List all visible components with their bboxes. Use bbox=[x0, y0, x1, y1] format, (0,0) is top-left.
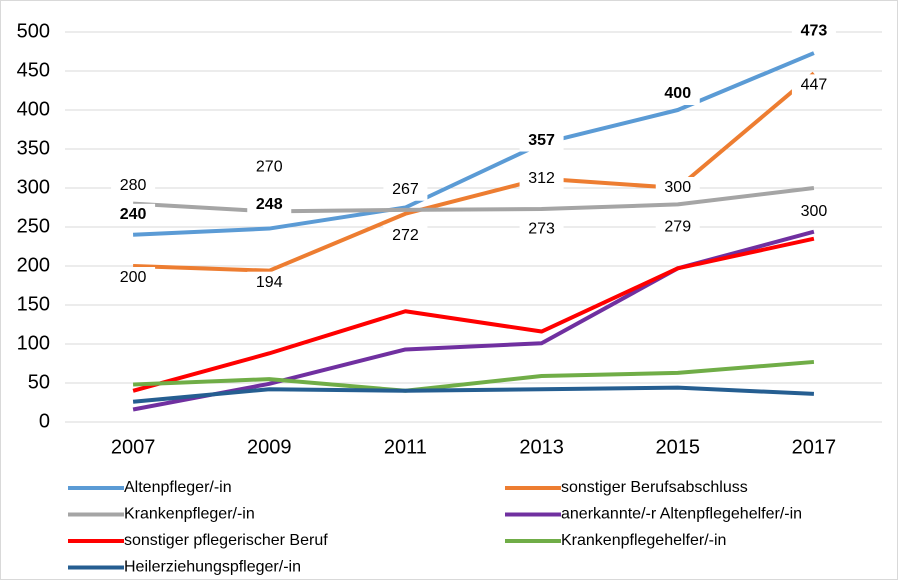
x-tick-label: 2007 bbox=[111, 436, 156, 458]
series-line bbox=[132, 385, 815, 404]
y-tick-label: 100 bbox=[17, 332, 50, 354]
x-tick-label: 2013 bbox=[519, 436, 564, 458]
series-line bbox=[132, 186, 815, 214]
y-tick-label: 0 bbox=[39, 410, 50, 432]
data-label: 312 bbox=[528, 170, 555, 187]
data-label-bg bbox=[791, 201, 836, 223]
data-label: 279 bbox=[664, 219, 691, 236]
data-label-bg bbox=[655, 177, 700, 199]
data-label: 267 bbox=[392, 181, 419, 198]
data-label-bg bbox=[247, 193, 292, 216]
data-label: 240 bbox=[120, 206, 147, 223]
x-tick-label: 2011 bbox=[384, 436, 427, 458]
data-label-bg bbox=[247, 271, 292, 294]
y-tick-label: 50 bbox=[28, 371, 50, 393]
data-label: 300 bbox=[664, 179, 691, 196]
data-label: 280 bbox=[120, 177, 147, 194]
data-label-bg bbox=[519, 167, 564, 190]
data-label-bg bbox=[247, 156, 292, 179]
x-tick-label: 2017 bbox=[792, 436, 837, 458]
data-label-bg bbox=[111, 267, 156, 289]
series-line bbox=[133, 71, 816, 273]
data-label: 248 bbox=[256, 196, 283, 213]
y-tick-label: 300 bbox=[17, 176, 50, 198]
legend-label: Altenpfleger/-in bbox=[124, 479, 232, 496]
data-label: 194 bbox=[256, 274, 283, 291]
data-label-bg bbox=[383, 178, 428, 201]
legend-label: Krankenpfleger/-in bbox=[124, 506, 255, 523]
data-label-bg bbox=[111, 174, 156, 197]
data-label: 447 bbox=[801, 77, 828, 94]
data-label: 400 bbox=[664, 85, 691, 102]
legend-label: anerkannte/-r Altenpflegehelfer/-in bbox=[561, 506, 802, 523]
data-label-bg bbox=[655, 216, 700, 239]
data-label-bg bbox=[111, 203, 156, 226]
legend-label: sonstiger pflegerischer Beruf bbox=[124, 532, 328, 549]
y-tick-label: 250 bbox=[17, 215, 50, 237]
y-tick-label: 150 bbox=[17, 293, 50, 315]
data-label-bg bbox=[791, 74, 836, 97]
data-label-bg bbox=[791, 20, 836, 43]
y-tick-label: 450 bbox=[17, 59, 50, 81]
series-line bbox=[133, 359, 815, 393]
data-label: 272 bbox=[392, 227, 419, 244]
data-label: 270 bbox=[256, 159, 283, 176]
legend-label: Heilerziehungspfleger/-in bbox=[124, 559, 301, 576]
data-label-bg bbox=[383, 224, 428, 247]
x-tick-label: 2015 bbox=[656, 436, 701, 458]
y-tick-label: 350 bbox=[17, 137, 50, 159]
data-label-bg bbox=[519, 218, 564, 241]
data-label-bg bbox=[655, 83, 700, 105]
legend-label: Krankenpflegehelfer/-in bbox=[561, 532, 726, 549]
data-label: 200 bbox=[120, 269, 147, 286]
data-label: 273 bbox=[528, 220, 555, 237]
data-label: 300 bbox=[801, 203, 828, 220]
data-label: 473 bbox=[801, 22, 828, 39]
x-tick-label: 2009 bbox=[247, 436, 292, 458]
y-tick-label: 400 bbox=[17, 98, 50, 120]
y-tick-label: 500 bbox=[17, 20, 50, 42]
data-label-bg bbox=[519, 129, 564, 152]
series-line bbox=[132, 51, 815, 237]
y-tick-label: 200 bbox=[17, 254, 50, 276]
legend-label: sonstiger Berufsabschluss bbox=[561, 479, 748, 496]
data-label: 357 bbox=[528, 132, 555, 149]
series-line bbox=[132, 236, 815, 393]
